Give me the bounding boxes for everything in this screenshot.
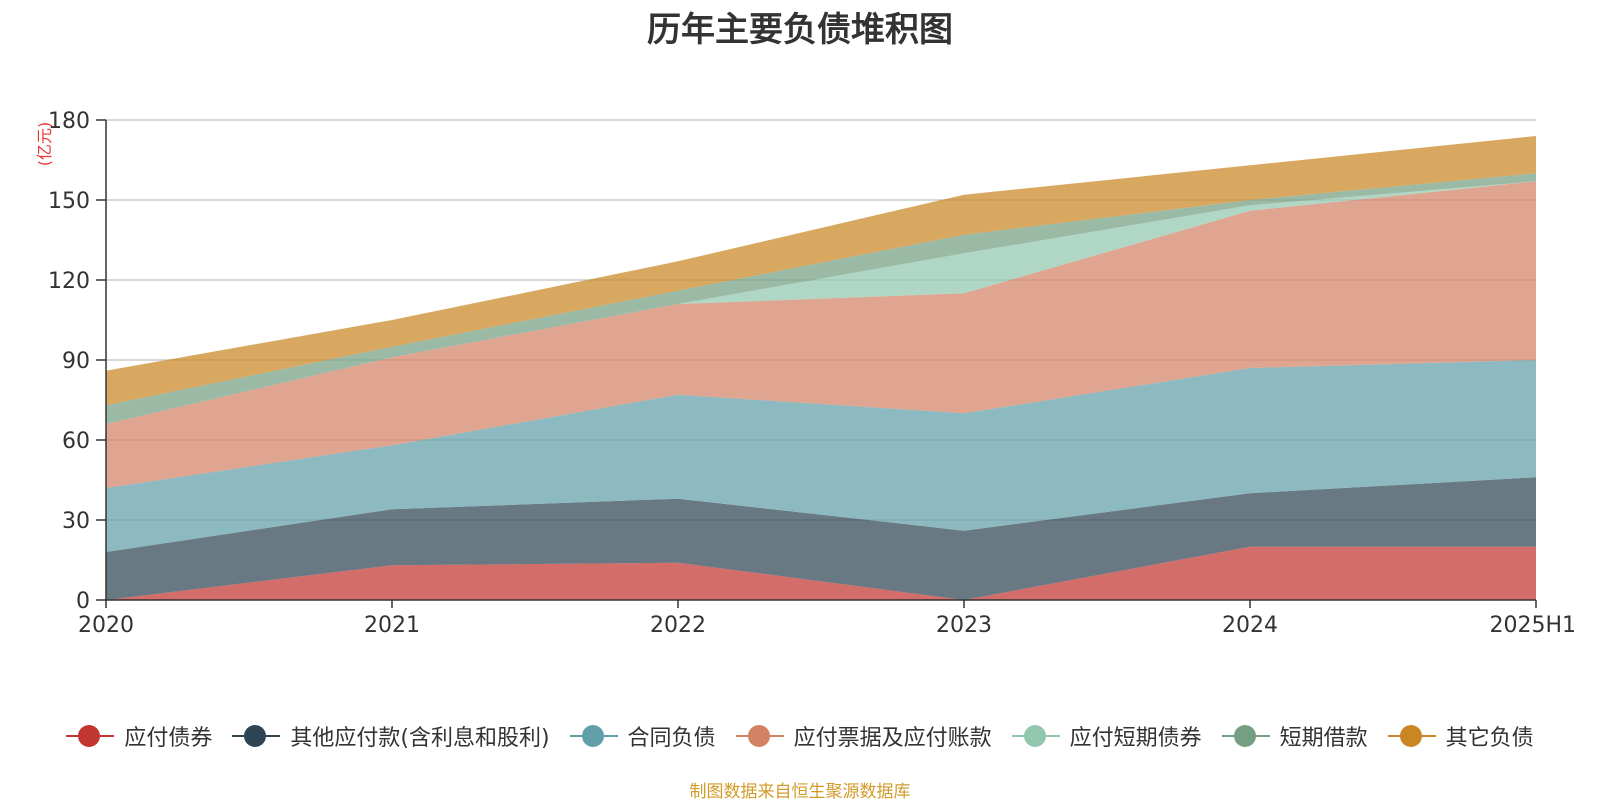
y-tick-label: 120 [48, 269, 90, 294]
area-series-1 [106, 477, 1536, 600]
legend-marker-icon [735, 724, 784, 748]
y-tick-label: 0 [76, 589, 90, 614]
legend-label: 应付短期债券 [1069, 726, 1202, 751]
legend-item[interactable]: 应付票据及应付账款 [735, 720, 992, 752]
legend-item[interactable]: 短期借款 [1221, 720, 1368, 752]
legend-marker-icon [66, 724, 115, 748]
legend-label: 应付票据及应付账款 [793, 726, 992, 751]
area-series-6 [106, 136, 1536, 406]
y-axis-unit-label: (亿元) [35, 122, 54, 167]
legend-marker-icon [232, 724, 281, 748]
legend-label: 合同负债 [627, 726, 716, 751]
x-tick-label: 2020 [78, 613, 134, 638]
legend-item[interactable]: 应付债券 [66, 720, 212, 752]
chart-title: 历年主要负债堆积图 [647, 10, 953, 50]
legend-marker-icon [1387, 724, 1436, 748]
legend-item[interactable]: 应付短期债券 [1011, 720, 1202, 752]
y-tick-label: 90 [62, 349, 90, 374]
area-series-0 [106, 546, 1536, 600]
area-series-2 [106, 360, 1536, 552]
legend-marker-icon [569, 724, 618, 748]
legend-label: 其它负债 [1445, 726, 1534, 751]
x-tick-label: 2022 [650, 613, 706, 638]
legend-label: 短期借款 [1279, 726, 1368, 751]
area-series-3 [106, 181, 1536, 489]
legend-item[interactable]: 其他应付款(含利息和股利) [232, 720, 550, 752]
legend-marker-icon [1221, 724, 1270, 748]
y-tick-label: 150 [48, 189, 90, 214]
x-tick-label: 2025H1 [1489, 613, 1576, 638]
legend: 应付债券 其他应付款(含利息和股利) 合同负债 应付票据及应付账款 应付短期债券 短期借款… [0, 718, 1600, 754]
x-tick-label: 2021 [364, 613, 420, 638]
x-tick-label: 2023 [936, 613, 992, 638]
legend-item[interactable]: 其它负债 [1387, 720, 1534, 752]
x-tick-label: 2024 [1222, 613, 1278, 638]
y-tick-label: 180 [48, 109, 90, 134]
legend-label: 其他应付款(含利息和股利) [290, 726, 550, 751]
stacked-area-chart: 0 30 60 90 120 150 180 2020 2021 2022 2023 2024 2025… [35, 109, 1576, 638]
legend-item[interactable]: 合同负债 [569, 720, 716, 752]
y-tick-label: 30 [62, 509, 90, 534]
legend-marker-icon [1011, 724, 1060, 748]
y-tick-label: 60 [62, 429, 90, 454]
source-note: 制图数据来自恒生聚源数据库 [689, 782, 911, 802]
legend-label: 应付债券 [124, 726, 213, 751]
